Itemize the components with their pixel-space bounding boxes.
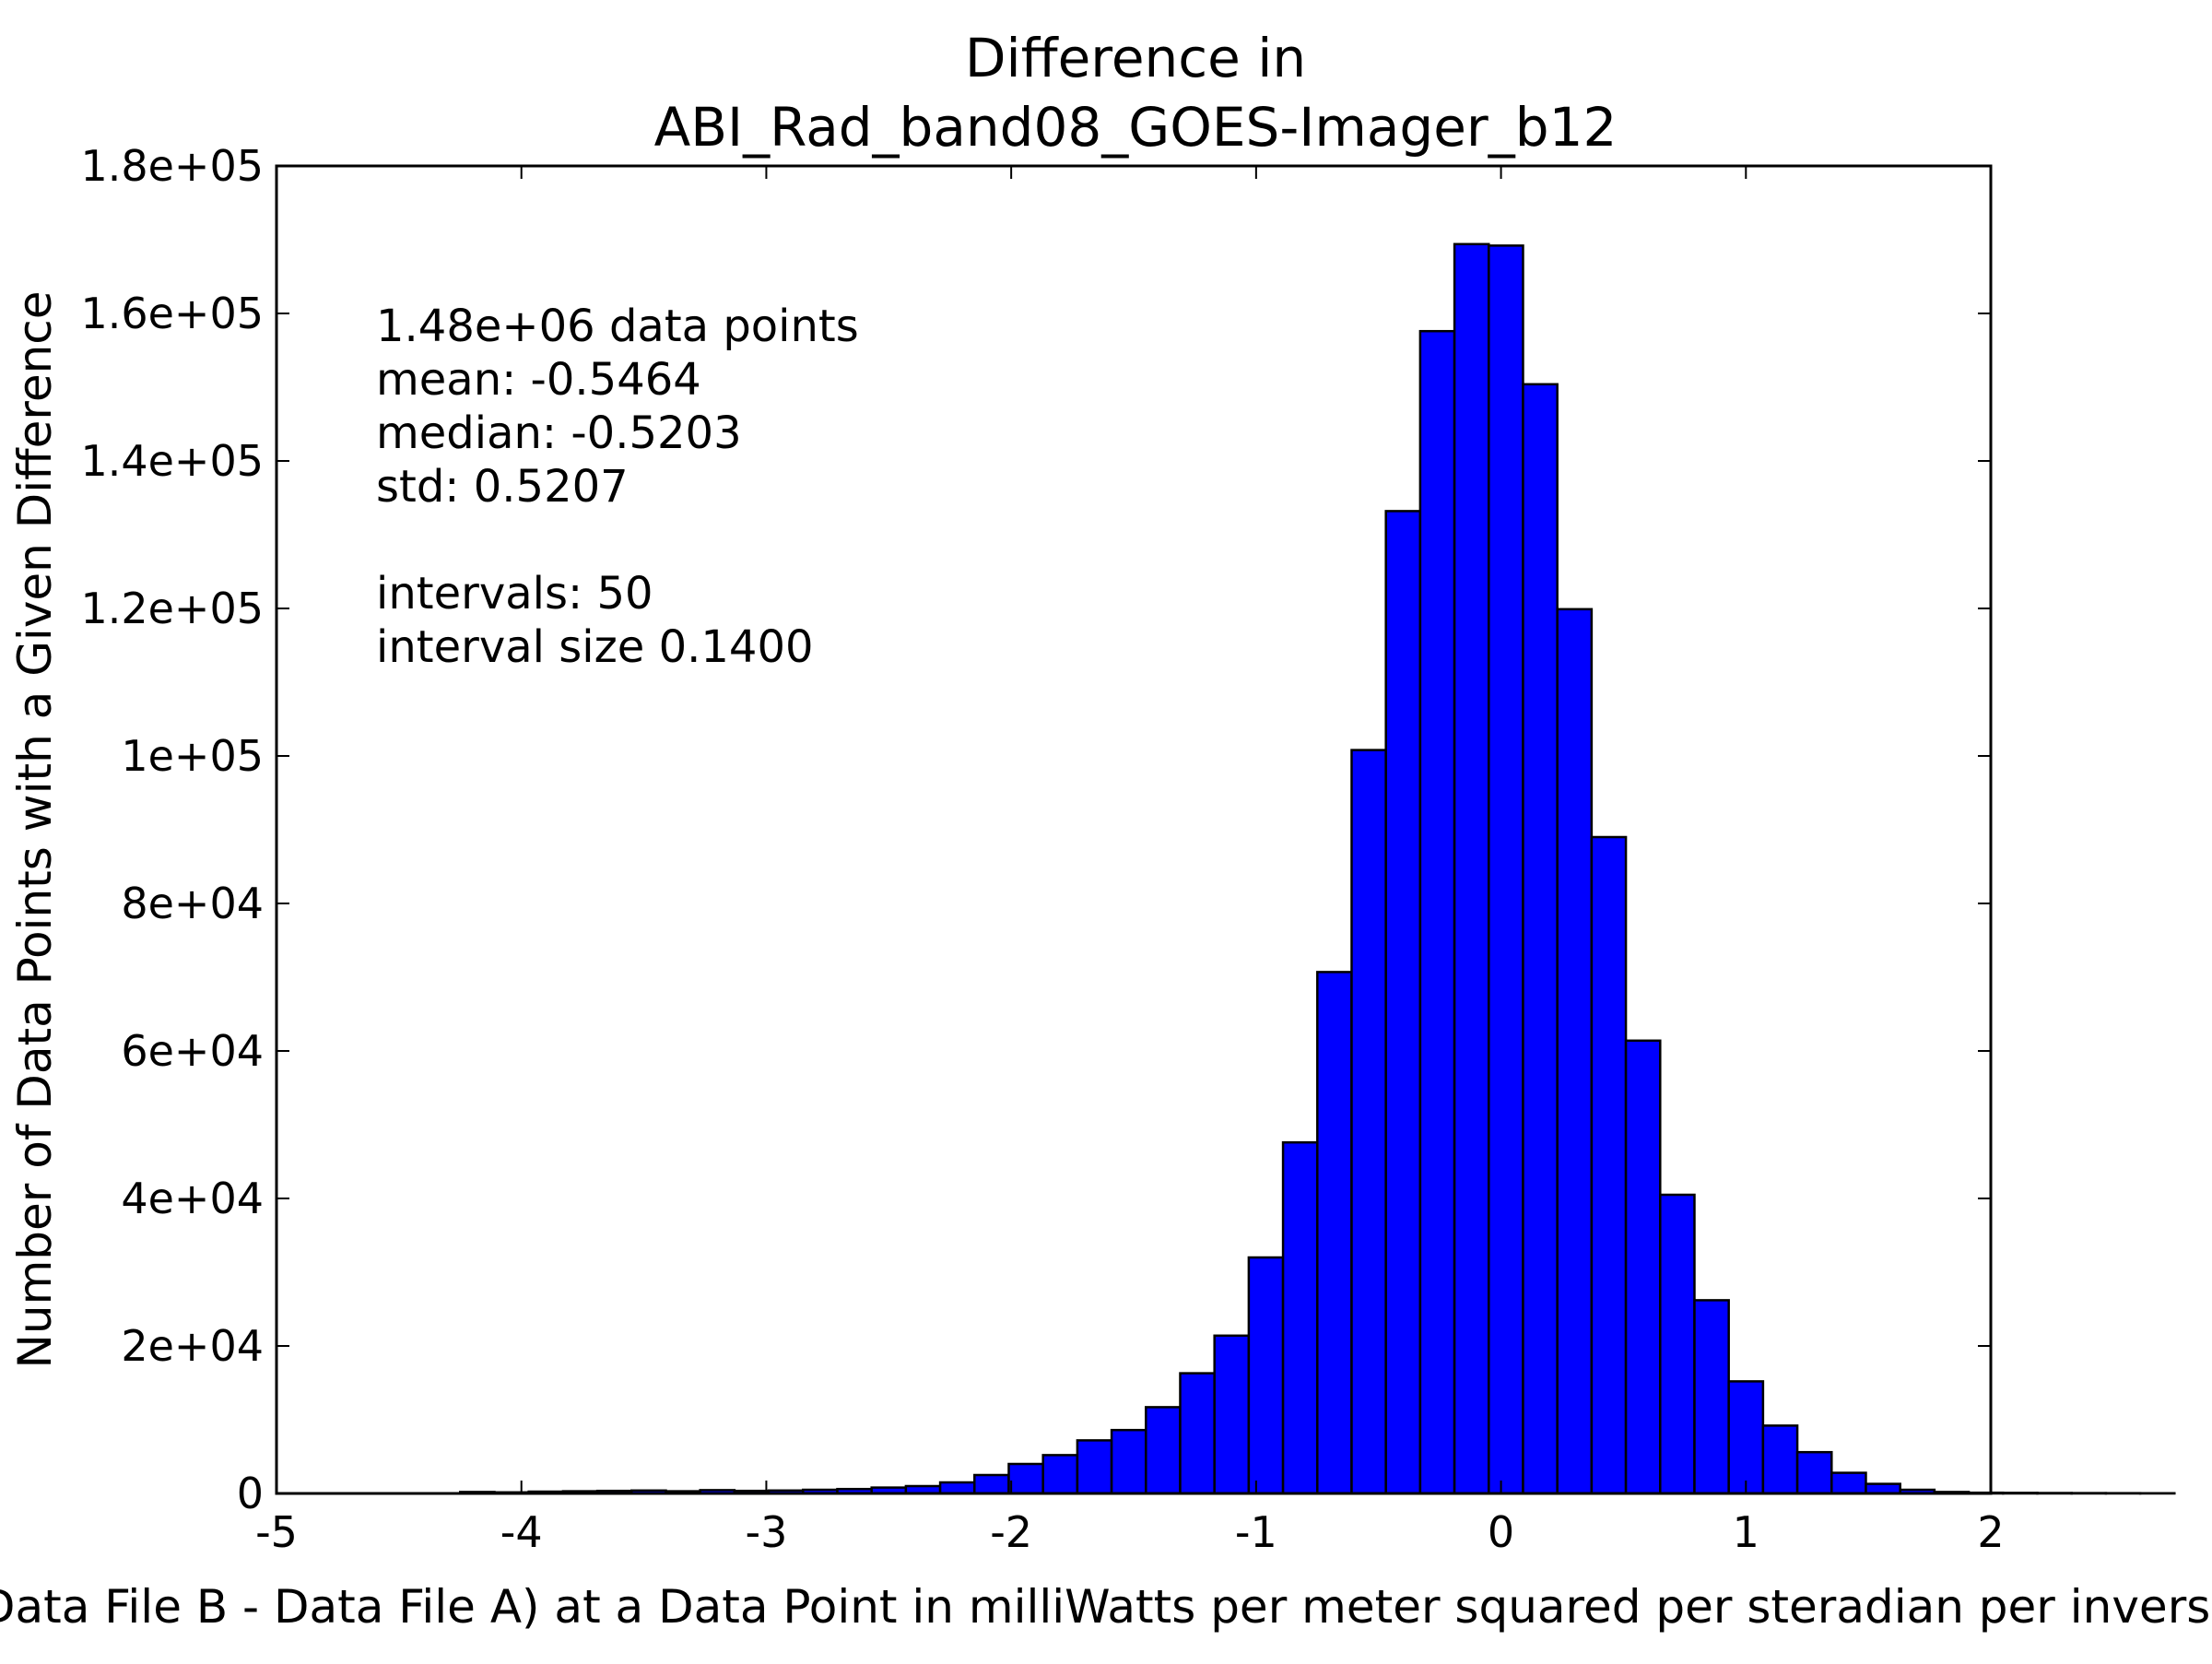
stats-annotation-line: 1.48e+06 data points [376,301,859,352]
stats-annotation-line: intervals: 50 [376,568,653,620]
histogram-bar [1729,1381,1763,1493]
histogram-bar [974,1475,1008,1493]
histogram-bar [1077,1440,1112,1493]
stats-annotation-line: mean: -0.5464 [376,354,701,406]
histogram-bar [1797,1452,1831,1493]
histogram-bar [1215,1336,1249,1493]
histogram-bar [1865,1484,1900,1493]
histogram-bar [1488,245,1523,1493]
histogram-bar [940,1482,974,1493]
y-tick-label: 1.8e+05 [80,141,264,191]
y-tick-label: 1.4e+05 [80,436,264,486]
histogram-bar [1249,1257,1283,1493]
histogram-bar [1523,384,1557,1493]
histogram-bar [1454,244,1488,1493]
histogram-bar [1317,972,1351,1493]
histogram-bar [1351,750,1385,1493]
x-axis-label: Value of (Data File B - Data File A) at … [0,1580,2212,1634]
stats-annotation-line: interval size 0.1400 [376,621,814,673]
histogram-bar [1420,331,1454,1493]
histogram-bar [1112,1430,1146,1493]
histogram-bar [1763,1425,1797,1493]
x-tick-label: 2 [1977,1507,2004,1557]
histogram-bar [1283,1142,1317,1493]
y-tick-label: 1e+05 [121,731,264,781]
histogram-bar [1386,511,1420,1493]
histogram-bar [1694,1300,1728,1493]
x-tick-label: -2 [990,1507,1032,1557]
histogram-bar [1146,1407,1180,1493]
histogram-bar [1660,1195,1694,1493]
chart-title-line-2: ABI_Rad_band08_GOES-Imager_b12 [654,96,1618,159]
y-axis-label: Number of Data Points with a Given Diffe… [8,290,62,1368]
x-tick-label: -1 [1235,1507,1277,1557]
x-tick-label: 1 [1733,1507,1759,1557]
y-tick-label: 1.2e+05 [80,584,264,633]
x-tick-label: -3 [745,1507,787,1557]
x-tick-label: 0 [1488,1507,1514,1557]
chart-title-line-1: Difference in [965,27,1306,89]
histogram-bar [1180,1374,1214,1493]
histogram-bar [1592,837,1626,1493]
y-tick-label: 8e+04 [121,879,264,928]
y-tick-label: 4e+04 [121,1174,264,1223]
histogram-bar [1043,1455,1077,1493]
stats-annotation-line: median: -0.5203 [376,407,742,459]
histogram-bar [1626,1041,1660,1493]
histogram-bar [1008,1464,1042,1493]
y-tick-label: 0 [237,1469,264,1518]
x-tick-label: -4 [500,1507,543,1557]
y-tick-label: 2e+04 [121,1321,264,1371]
histogram-bar [1831,1473,1865,1493]
y-tick-label: 6e+04 [121,1026,264,1076]
stats-annotation-line: std: 0.5207 [376,461,629,513]
y-tick-label: 1.6e+05 [80,289,264,338]
histogram-bar [1558,609,1592,1493]
